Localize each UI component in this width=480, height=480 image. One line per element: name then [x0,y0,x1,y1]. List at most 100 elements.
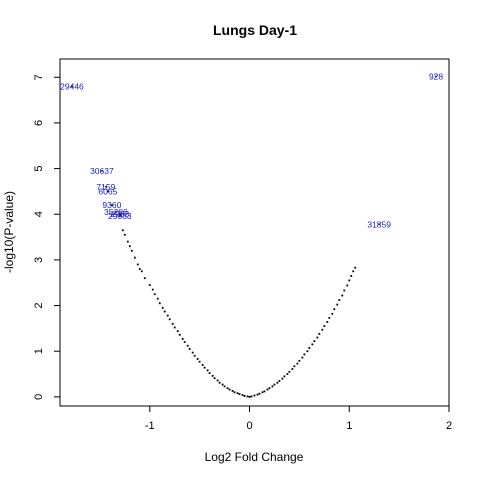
data-point [238,393,241,396]
y-tick-label: 1 [33,348,45,354]
y-tick-label: 4 [33,211,45,217]
data-point [213,377,216,380]
data-point [226,387,229,390]
data-point [288,370,291,373]
data-point [321,328,324,331]
data-point [138,268,141,270]
gene-label: 6065 [98,186,117,196]
gene-label: 31859 [367,219,391,229]
x-axis-label: Log2 Fold Change [205,450,304,464]
data-point [323,325,326,327]
labeled-data-point [378,223,381,226]
labeled-data-point [114,211,117,213]
gene-label: 29083 [108,211,132,221]
data-point [296,362,299,365]
data-point [343,289,346,292]
data-point [233,391,236,394]
data-point [188,348,191,350]
data-points [121,229,357,398]
data-point [331,312,334,315]
data-point [218,381,221,384]
labeled-data-point [118,215,121,217]
data-point [198,360,201,363]
y-tick-label: 5 [33,166,45,172]
data-point [236,392,239,395]
gene-label: 29446 [60,81,84,91]
gene-label: 7159 [96,182,115,192]
y-tick-label: 7 [33,74,45,80]
data-point [130,249,133,252]
x-tick-label: -1 [145,420,155,432]
data-point [243,395,246,397]
data-point [186,344,189,347]
data-point [326,321,329,323]
data-point [208,372,211,375]
data-point [143,277,146,280]
data-point [176,330,179,333]
data-point [178,333,181,336]
labeled-data-point [110,204,113,207]
data-point [136,263,139,266]
data-point [291,368,294,370]
labeled-data-point [435,75,437,78]
data-point [171,322,174,325]
x-tick-label: 1 [346,420,352,432]
data-point [173,326,176,329]
data-point [156,297,159,300]
gene-label: 30637 [90,166,114,176]
data-point [316,336,319,339]
data-point [223,385,226,388]
data-point [293,365,296,368]
data-point [261,391,264,394]
data-point [148,284,151,286]
data-point [271,385,274,388]
data-point [298,359,301,362]
data-point [328,316,331,319]
data-point [151,288,154,291]
data-point [303,353,306,356]
labeled-data-point [104,185,107,188]
data-point [201,364,204,366]
data-point [246,395,249,398]
data-point [341,294,344,297]
data-point [266,388,269,391]
data-point [283,375,286,378]
x-tick-label: 2 [446,420,452,432]
data-point [301,356,304,359]
data-point [153,293,156,296]
data-point [308,347,311,349]
data-point [163,310,166,313]
data-point [121,229,124,232]
data-point [352,270,355,273]
y-axis: 0 1 2 3 4 5 6 7 [33,74,61,400]
data-point [338,299,341,301]
data-point [248,395,251,398]
gene-label: 928 [429,71,443,81]
chart-title: Lungs Day-1 [213,22,297,38]
data-point [216,379,219,382]
data-point [166,314,169,317]
x-axis: -1 0 1 2 [145,405,452,432]
data-point [346,284,349,287]
data-point [350,274,353,277]
data-point [211,374,214,377]
data-point [306,350,309,353]
data-point [281,377,284,380]
gene-label: 2783 [110,209,129,219]
y-tick-label: 6 [33,120,45,126]
data-point [168,318,171,321]
data-point [183,341,186,343]
labeled-data-point [106,190,109,193]
data-point [196,358,199,360]
data-point [181,337,184,340]
data-point [241,394,244,396]
data-point [263,390,266,393]
x-tick-label: 0 [246,420,252,432]
data-point [276,381,279,384]
data-point [126,240,129,243]
data-point [278,379,281,382]
y-tick-label: 2 [33,302,45,308]
data-point [354,266,357,269]
